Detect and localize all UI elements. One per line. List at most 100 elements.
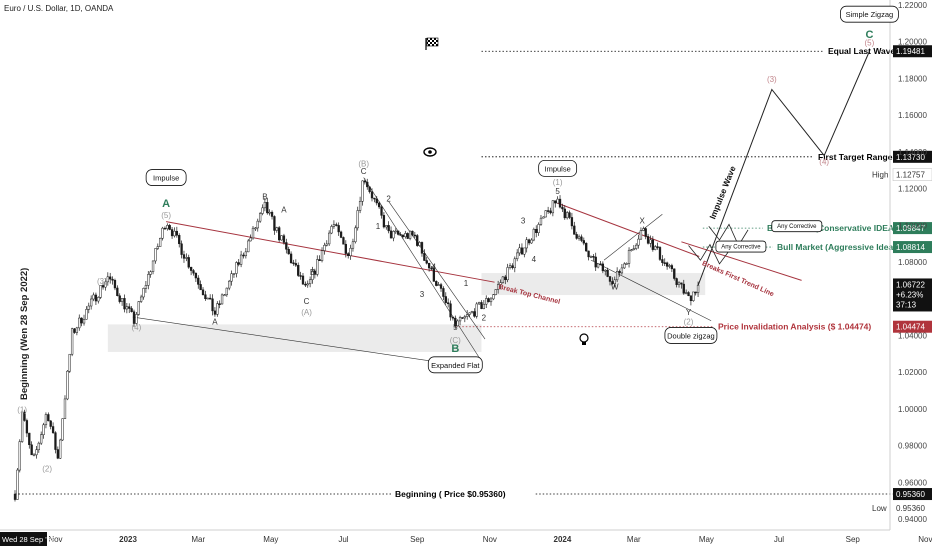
callout-frame: [427, 356, 483, 374]
y-axis[interactable]: 1.19481 1.13730 1.09847 1.08814 1.04474 0.953…: [872, 1, 932, 524]
wave-label: 4: [432, 262, 437, 271]
candle-body: [128, 306, 131, 309]
candle-body: [518, 247, 521, 254]
candle-body: [389, 230, 393, 239]
candle-body: [239, 254, 243, 265]
wave-label: (4): [819, 158, 829, 167]
candlesticks: [13, 178, 700, 502]
trendline-wxy-lower: [590, 259, 712, 322]
candle-body: [151, 260, 155, 272]
candle-body: [580, 236, 583, 241]
wave-label: (B): [358, 160, 369, 169]
candle-body: [323, 245, 326, 251]
candle-body: [254, 227, 257, 230]
candle-body: [130, 308, 133, 312]
candle-body: [16, 469, 19, 500]
candle-body: [199, 284, 202, 291]
wave-label: (A): [301, 308, 312, 317]
candle-body: [54, 432, 57, 450]
candle-body: [92, 294, 95, 300]
candle-body: [242, 254, 245, 257]
callout-frame: [715, 240, 767, 253]
candle-body: [135, 314, 138, 324]
candle-body: [351, 241, 355, 249]
candle-body: [282, 235, 286, 243]
wave-label: B: [262, 193, 267, 202]
candle-body: [489, 298, 493, 303]
candle-body: [656, 246, 659, 248]
x-tick-label: Jul: [338, 535, 348, 544]
price-tag: 1.13730: [893, 150, 932, 163]
wave-label: 3: [420, 290, 425, 299]
candle-body: [682, 283, 685, 294]
candle-body: [63, 398, 67, 419]
price-tag-bg: [893, 488, 932, 501]
candle-body: [99, 285, 102, 298]
candle-body: [549, 210, 552, 214]
candle-body: [147, 274, 150, 286]
candle-body: [544, 210, 547, 218]
candle-body: [689, 295, 693, 302]
y-tick-label: 1.20000: [898, 38, 927, 47]
wave-label: (1): [553, 178, 563, 187]
current-price-value: 1.06722: [896, 280, 925, 289]
candle-body: [123, 298, 126, 310]
candle-body: [197, 277, 200, 285]
candle-body: [358, 201, 362, 211]
candle-body: [361, 180, 364, 202]
trendline-first-trend-ext: [681, 241, 802, 281]
candle-body: [418, 242, 421, 246]
candle-body: [80, 317, 83, 324]
candle-body: [308, 279, 312, 285]
candle-body: [109, 276, 112, 280]
y-tick-label: 1.14000: [898, 148, 927, 157]
candle-body: [535, 228, 538, 233]
candle-body: [316, 259, 319, 275]
wave-label: B: [310, 268, 315, 277]
candle-body: [182, 254, 186, 259]
low-label: Low: [872, 504, 887, 513]
callout-frame: [538, 159, 578, 177]
wave-label: 4: [532, 255, 537, 264]
wave-label: C: [865, 29, 873, 41]
candle-body: [487, 298, 490, 303]
x-tick-label: 2023: [119, 535, 137, 544]
candle-body: [520, 247, 524, 255]
callout-text: Impulse: [153, 174, 179, 183]
candle-body: [685, 292, 688, 294]
trendline-zigzag-b: [388, 201, 486, 340]
candle-body: [325, 243, 328, 246]
candle-body: [178, 235, 181, 245]
candle-body: [335, 224, 338, 226]
wave-label: (5): [161, 211, 171, 220]
candle-body: [661, 259, 664, 263]
x-tick-label: Nov: [483, 535, 497, 544]
candle-body: [442, 288, 445, 297]
candle-body: [51, 426, 55, 433]
candle-body: [194, 272, 198, 279]
candle-body: [670, 265, 674, 270]
x-tick-label: Sep: [410, 535, 425, 544]
candle-body: [118, 295, 121, 302]
candle-body: [413, 234, 416, 237]
callout-bubble: Impulse: [538, 159, 578, 177]
candle-body: [163, 227, 167, 230]
candle-body: [349, 247, 352, 256]
y-tick-label: 1.04000: [898, 331, 927, 340]
candle-body: [356, 210, 359, 229]
wave-label: (5): [865, 38, 875, 47]
candle-body: [675, 278, 678, 285]
price-tag: 1.08814: [893, 241, 932, 254]
price-tag-value: 1.13730: [896, 153, 925, 162]
candle-body: [213, 310, 217, 315]
candle-body: [589, 256, 593, 258]
candle-body: [513, 258, 516, 269]
x-axis[interactable]: Nov 2023 Mar May Jul Sep Nov 2024 Mar May Jul Sep No…: [0, 532, 932, 546]
x-tick-label: May: [263, 535, 278, 544]
candle-body: [287, 249, 290, 255]
candle-body: [432, 268, 436, 282]
candle-body: [235, 262, 238, 274]
price-tag-value: 0.95360: [896, 490, 925, 499]
candle-body: [444, 296, 447, 303]
